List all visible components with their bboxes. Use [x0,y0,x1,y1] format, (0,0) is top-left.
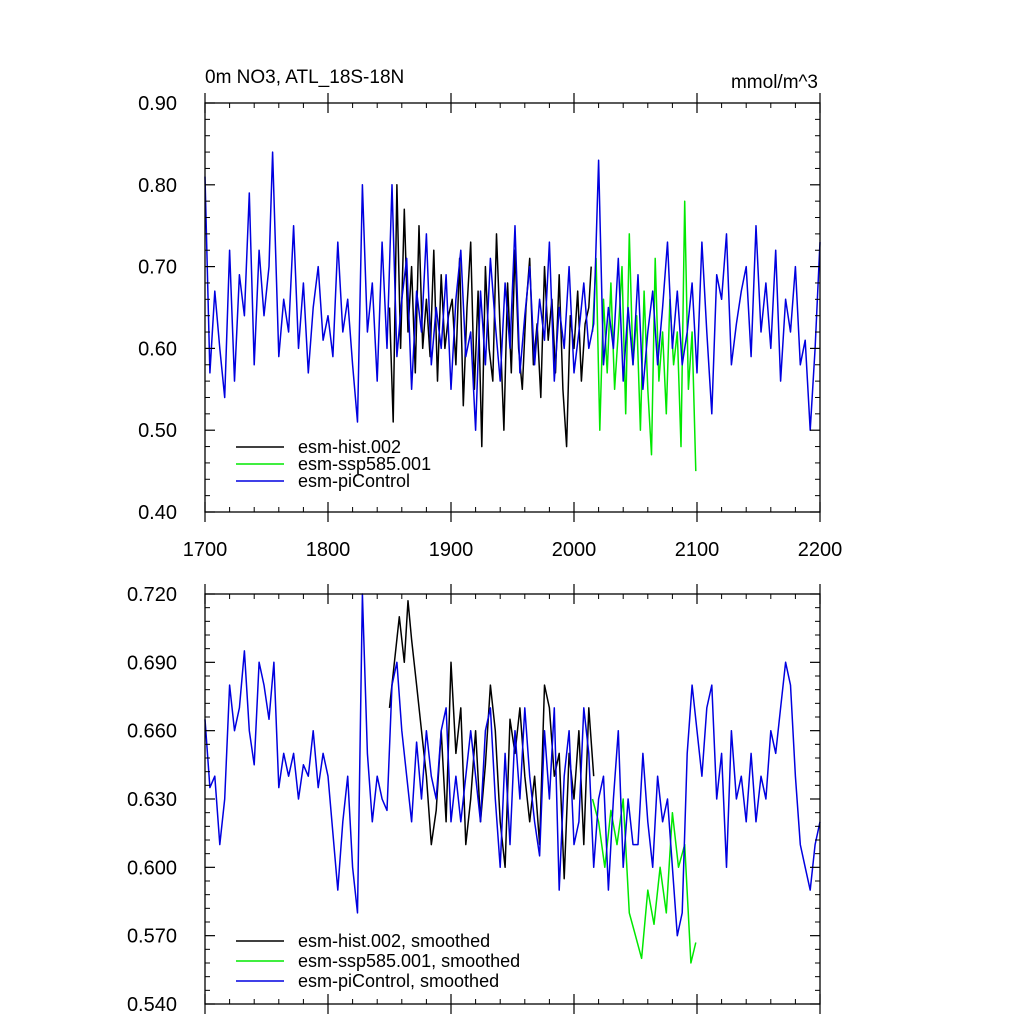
series-line-0-0 [388,184,592,448]
top-panel: 0.40 0.50 0.60 0.70 0.80 0.90 1700 1800 1900 2000… [138,67,842,561]
y-tick-label: 0.600 [127,857,177,879]
y-tick-label: 0.50 [138,420,177,442]
y-tick-label: 0.70 [138,257,177,279]
bottom-panel: 0.540 0.570 0.600 0.630 0.660 0.690 0.720 esm-h… [127,584,821,1016]
y-tick-label: 0.90 [138,93,177,115]
y-tick-label: 0.660 [127,721,177,743]
x-tick-label: 2200 [798,539,843,561]
y-tick-label: 0.690 [127,652,177,674]
legend-label: esm-piControl, smoothed [298,971,499,991]
series-line-1-0 [388,600,595,880]
series-line-0-2 [204,151,821,431]
units-label: mmol/m^3 [731,72,818,93]
series-line-1-2 [204,593,821,937]
legend-label: esm-ssp585.001 [298,454,431,474]
y-tick-label: 0.630 [127,789,177,811]
legend-label: esm-piControl [298,471,410,491]
y-tick-label: 0.80 [138,175,177,197]
x-tick-label: 1800 [306,539,351,561]
x-tick-label: 1700 [183,539,228,561]
legend-label: esm-hist.002, smoothed [298,931,490,951]
legend-label: esm-hist.002 [298,437,401,457]
x-tick-label: 2100 [675,539,720,561]
y-tick-label: 0.60 [138,338,177,360]
y-tick-label: 0.570 [127,926,177,948]
y-tick-label: 0.540 [127,994,177,1016]
series-line-1-1 [591,798,697,964]
y-tick-label: 0.720 [127,584,177,606]
legend-label: esm-ssp585.001, smoothed [298,951,520,971]
x-tick-label: 1900 [429,539,474,561]
chart-title: 0m NO3, ATL_18S-18N [205,67,404,88]
y-tick-label: 0.40 [138,502,177,524]
x-tick-label: 2000 [552,539,597,561]
plot-frame [204,102,821,513]
